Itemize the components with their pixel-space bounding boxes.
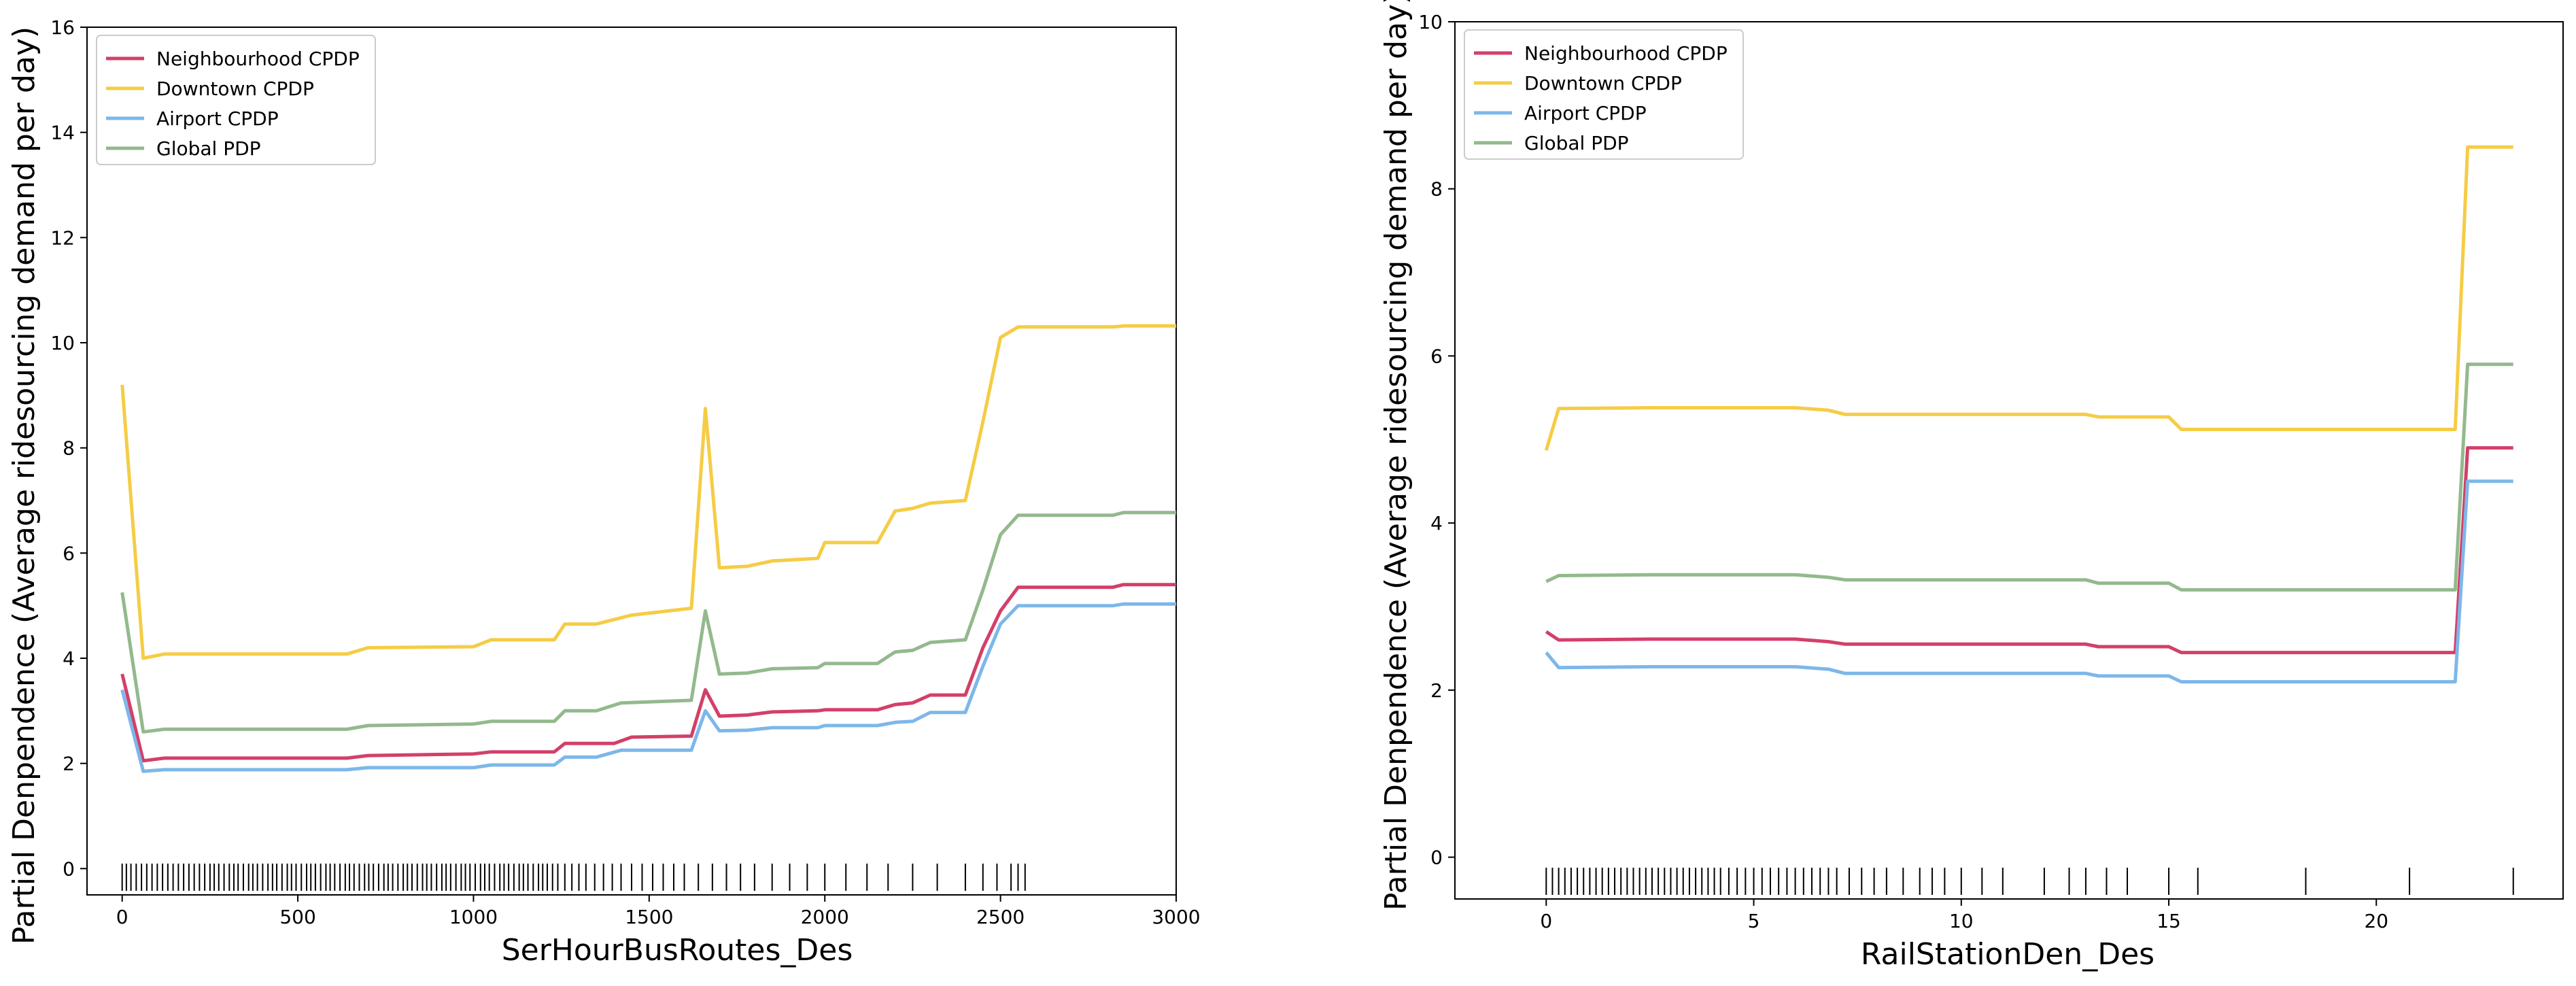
y-tick-label: 10 [1418,11,1443,33]
legend-box [96,35,376,165]
y-tick-label: 0 [1430,847,1443,869]
y-tick-label: 10 [50,332,75,354]
y-axis-title: Partial Denpendence (Average ridesourcin… [7,27,41,945]
y-tick-label: 16 [50,16,75,39]
legend-label: Airport CPDP [156,107,279,130]
legend: Neighbourhood CPDP Downtown CPDP Airport C… [96,35,376,165]
series-line-downtown-cpdp [120,324,1176,660]
x-tick-label: 0 [116,906,128,928]
y-tick-label: 2 [1430,679,1443,702]
series-line-neighbourhood-cpdp [120,583,1176,763]
y-tick-label: 12 [50,226,75,249]
series-line-downtown-cpdp [1544,145,2513,452]
plot-frame [86,27,1177,896]
y-tick-label: 8 [1430,178,1443,201]
legend-label: Neighbourhood CPDP [1524,42,1728,65]
x-tick-label: 5 [1748,910,1760,932]
x-tick-label: 0 [1540,910,1552,932]
x-tick-label: 10 [1949,910,1974,932]
x-tick-label: 1000 [449,906,498,928]
y-tick-label: 6 [63,542,75,564]
x-axis-title: RailStationDen_Des [1861,937,2154,972]
rug-plot [1545,868,2514,895]
y-axis-title: Partial Denpendence (Average ridesourcin… [1379,0,1413,911]
series-line-airport-cpdp [1545,479,2513,684]
y-tick-label: 2 [63,753,75,775]
legend-label: Neighbourhood CPDP [156,48,360,70]
rug-plot [121,864,1026,891]
x-tick-label: 2000 [801,906,849,928]
y-tick-label: 6 [1430,345,1443,367]
legend-box [1464,29,1744,160]
x-tick-label: 1500 [625,906,673,928]
series-line-global-pdp [1545,362,2513,592]
x-tick-label: 2500 [976,906,1025,928]
y-tick-label: 4 [63,647,75,670]
legend-label: Global PDP [1524,132,1629,154]
x-tick-label: 20 [2364,910,2388,932]
y-tick-label: 14 [50,122,75,144]
legend-label: Airport CPDP [1524,102,1647,124]
x-tick-label: 500 [279,906,315,928]
y-tick-label: 0 [63,857,75,880]
y-tick-label: 8 [63,437,75,460]
x-axis-title: SerHourBusRoutes_Des [502,933,853,968]
legend-label: Downtown CPDP [1524,72,1682,95]
chart-rail-station-den: RailStationDen_Des Partial Denpendence (… [1379,0,2564,972]
legend: Neighbourhood CPDP Downtown CPDP Airport C… [1464,29,1744,160]
x-tick-label: 15 [2157,910,2181,932]
series-line-global-pdp [120,511,1176,734]
plot-frame [1454,21,2564,900]
series-line-neighbourhood-cpdp [1545,446,2513,655]
chart-ser-hour-bus-routes: SerHourBusRoutes_Des Partial Denpendence… [7,16,1201,968]
legend-label: Downtown CPDP [156,78,314,100]
series-line-airport-cpdp [120,602,1176,773]
y-tick-label: 4 [1430,512,1443,534]
x-tick-label: 3000 [1152,906,1200,928]
legend-label: Global PDP [156,137,261,160]
